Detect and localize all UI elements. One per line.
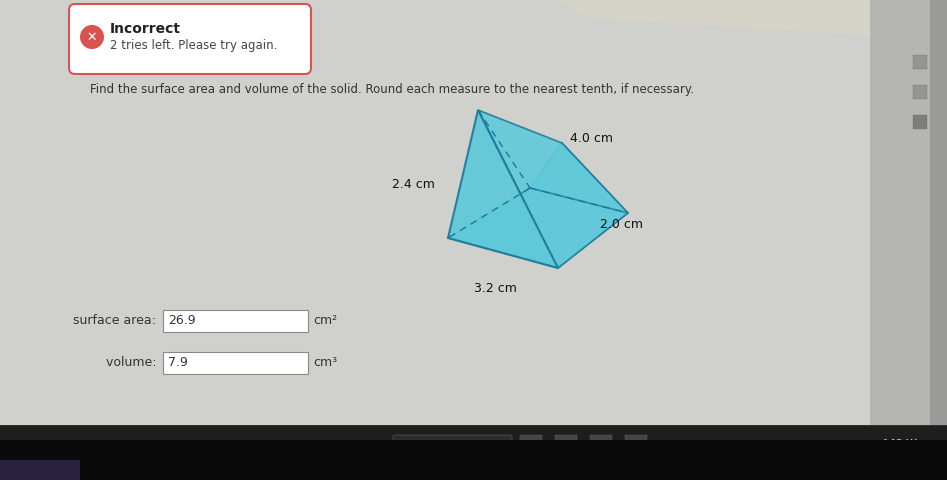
Text: 2.0 cm: 2.0 cm — [600, 218, 643, 231]
Text: 9:17 AM: 9:17 AM — [883, 439, 917, 447]
Text: ♦: ♦ — [815, 443, 825, 453]
Bar — [520, 435, 542, 453]
Polygon shape — [448, 110, 558, 268]
Bar — [163, 352, 308, 374]
Bar — [870, 0, 947, 430]
Bar — [625, 435, 647, 453]
Text: 7.9: 7.9 — [168, 357, 188, 370]
FancyBboxPatch shape — [393, 435, 512, 461]
Polygon shape — [560, 0, 870, 35]
FancyBboxPatch shape — [69, 4, 311, 74]
Text: 4.0 cm: 4.0 cm — [570, 132, 613, 144]
Text: cm²: cm² — [313, 314, 337, 327]
Polygon shape — [530, 143, 628, 213]
Bar — [930, 0, 947, 430]
Text: ⊕: ⊕ — [856, 443, 864, 453]
Text: ◉: ◉ — [850, 443, 859, 453]
Bar — [0, 460, 80, 480]
Text: 2 tries left. Please try again.: 2 tries left. Please try again. — [110, 39, 277, 52]
Text: Find the surface area and volume of the solid. Round each measure to the nearest: Find the surface area and volume of the … — [90, 84, 694, 96]
Text: 2.4 cm: 2.4 cm — [392, 179, 435, 192]
Text: volume:: volume: — [105, 357, 160, 370]
Text: ✕: ✕ — [87, 31, 98, 44]
Text: ♥: ♥ — [835, 443, 845, 453]
Text: 3.2 cm: 3.2 cm — [474, 282, 516, 295]
Bar — [555, 435, 577, 453]
Polygon shape — [448, 188, 628, 268]
Circle shape — [80, 25, 104, 49]
Bar — [590, 435, 612, 453]
Text: cm³: cm³ — [313, 357, 337, 370]
Text: 🕐: 🕐 — [877, 443, 883, 453]
Text: Incorrect: Incorrect — [110, 22, 181, 36]
Polygon shape — [478, 110, 628, 268]
Text: Q: Q — [403, 443, 412, 453]
Bar — [913, 85, 927, 99]
Bar — [0, 440, 947, 480]
Bar — [0, 425, 947, 480]
Bar — [163, 310, 308, 332]
Text: Search: Search — [416, 443, 455, 453]
Bar — [913, 55, 927, 69]
Text: surface area:: surface area: — [73, 314, 160, 327]
Bar — [0, 0, 947, 430]
Text: 10/8/2024: 10/8/2024 — [881, 448, 920, 457]
Bar — [0, 0, 870, 430]
Text: 26.9: 26.9 — [168, 314, 196, 327]
Text: ◀: ◀ — [837, 444, 843, 453]
Text: ▲: ▲ — [796, 443, 804, 453]
Bar — [913, 115, 927, 129]
